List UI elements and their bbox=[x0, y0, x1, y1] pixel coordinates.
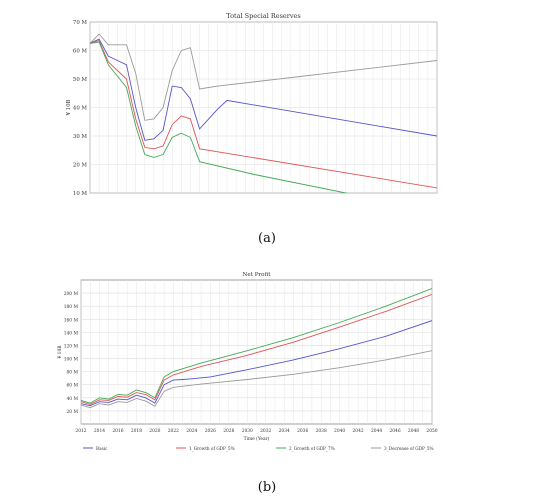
legend-label-2: 1_Growth of GDP_5% bbox=[189, 446, 235, 451]
chart-a-svg: 10 M 20 M 30 M 40 M 50 M 60 M 70 M Total Specia… bbox=[66, 12, 438, 197]
x-tick-label: 2032 bbox=[260, 429, 271, 434]
x-tick-label: 2050 bbox=[426, 429, 437, 434]
series-line-3 bbox=[90, 39, 437, 189]
x-tick-label: 2024 bbox=[186, 429, 197, 434]
y-tick-label: 40 M bbox=[67, 397, 79, 402]
chart-title: Total Special Reserves bbox=[226, 12, 300, 20]
x-tick-label: 2048 bbox=[408, 429, 419, 434]
x-tick-label: 2026 bbox=[205, 429, 216, 434]
chart-panel-a: 10 M 20 M 30 M 40 M 50 M 60 M 70 M Total Specia… bbox=[66, 12, 438, 246]
y-tick-label: 20 M bbox=[67, 410, 79, 415]
x-tick-label: 2018 bbox=[131, 429, 142, 434]
y-tick-label: 140 M bbox=[64, 331, 79, 336]
x-tick-label: 2036 bbox=[297, 429, 308, 434]
series-line-1 bbox=[90, 33, 437, 121]
x-tick-label: 2014 bbox=[94, 429, 105, 434]
x-tick-label: 2016 bbox=[112, 429, 123, 434]
y-tick-label: 40 M bbox=[73, 106, 88, 112]
chart-title: Net Profit bbox=[242, 272, 271, 278]
y-tick-label: 80 M bbox=[67, 371, 79, 376]
series-line-1 bbox=[81, 320, 432, 407]
series-line-3 bbox=[81, 288, 432, 404]
y-tick-label: 60 M bbox=[73, 49, 88, 55]
series-line-2 bbox=[90, 38, 437, 141]
series-line-2 bbox=[81, 293, 432, 405]
x-tick-label: 2042 bbox=[353, 429, 364, 434]
y-tick-label: 70 M bbox=[73, 20, 88, 26]
legend-label-4: 3_Decrease of GDP_5% bbox=[384, 446, 434, 451]
y-axis-label: ¥ 10B bbox=[58, 345, 63, 359]
series-line-4 bbox=[81, 350, 432, 409]
x-tick-label: 2044 bbox=[371, 429, 382, 434]
x-tick-label: 2012 bbox=[75, 429, 86, 434]
y-tick-label: 50 M bbox=[73, 77, 88, 83]
x-tick-label: 2030 bbox=[242, 429, 253, 434]
y-tick-label: 20 M bbox=[73, 163, 88, 169]
series-group bbox=[90, 33, 437, 193]
x-tick-label: 2038 bbox=[316, 429, 327, 434]
legend-label-3: 2_Growth of GDP_7% bbox=[289, 446, 335, 451]
legend-label-1: Basic bbox=[96, 446, 108, 451]
y-tick-label: 120 M bbox=[64, 344, 79, 349]
x-tick-label: 2040 bbox=[334, 429, 345, 434]
x-tick-label: 2046 bbox=[389, 429, 400, 434]
y-tick-label: 10 M bbox=[73, 191, 88, 197]
x-tick-label: 2034 bbox=[279, 429, 290, 434]
y-tick-label: 30 M bbox=[73, 134, 88, 140]
chart-b-svg: 20 M 40 M 60 M 80 M 100 M 120 M 140 M 160 M 180 … bbox=[58, 272, 438, 451]
x-tick-label: 2028 bbox=[223, 429, 234, 434]
y-tick-label: 160 M bbox=[64, 318, 79, 323]
caption-b: (b) bbox=[257, 480, 277, 495]
y-tick-label: 200 M bbox=[64, 292, 79, 297]
x-tick-label: 2022 bbox=[168, 429, 179, 434]
x-tick-label: 2020 bbox=[149, 429, 160, 434]
y-tick-label: 180 M bbox=[64, 305, 79, 310]
y-axis-label: ¥ 10B bbox=[66, 99, 72, 116]
y-tick-label: 60 M bbox=[67, 384, 79, 389]
series-group bbox=[81, 288, 432, 409]
caption-a: (a) bbox=[258, 231, 276, 246]
series-line-4 bbox=[90, 41, 349, 193]
y-tick-label: 100 M bbox=[64, 358, 79, 363]
x-axis-label: Time (Year) bbox=[244, 437, 270, 442]
chart-panel-b: 20 M 40 M 60 M 80 M 100 M 120 M 140 M 160 M 180 … bbox=[0, 262, 534, 500]
